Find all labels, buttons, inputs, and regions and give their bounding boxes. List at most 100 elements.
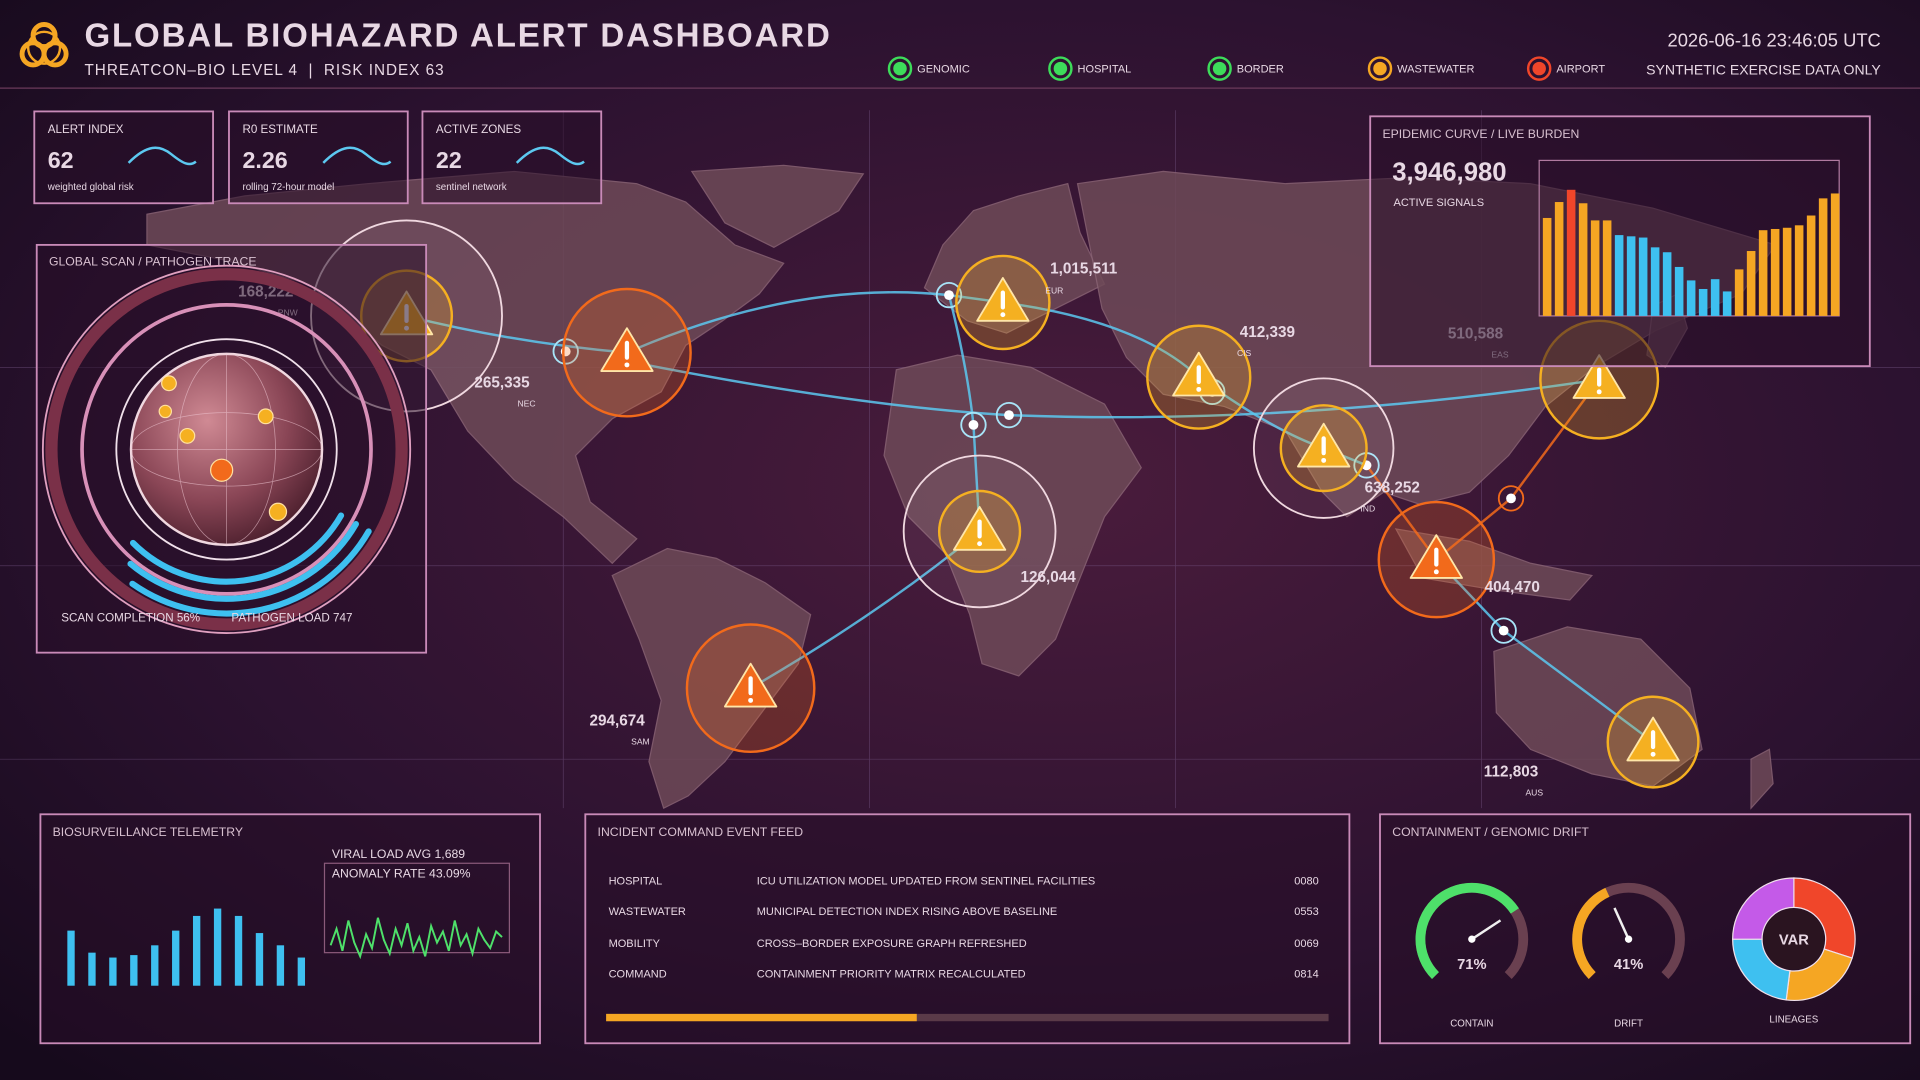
hotspot-value: 404,470 <box>1485 579 1540 596</box>
containment-widgets: 71% CONTAIN 41% DRIFT VAR LINEAGES <box>1415 877 1856 1029</box>
hotspot-code: AUS <box>1525 788 1543 798</box>
node-dot <box>1004 410 1014 420</box>
legend-ring <box>1048 56 1073 81</box>
scan-rings <box>41 264 412 634</box>
curve-bar <box>1806 215 1816 316</box>
curve-bar <box>1566 189 1576 316</box>
curve-bar <box>1746 251 1756 316</box>
panel-title: BIOSURVEILLANCE TELEMETRY <box>53 825 243 839</box>
curve-bar <box>1722 291 1732 316</box>
panel-title: INCIDENT COMMAND EVENT FEED <box>598 825 804 839</box>
legend-label: AIRPORT <box>1556 64 1605 76</box>
epidemic-bars <box>1542 189 1840 316</box>
route <box>626 360 1600 419</box>
node-dot <box>944 290 954 300</box>
curve-bar <box>1626 236 1636 316</box>
hotspot: 294,674 SAM <box>589 623 816 754</box>
spark-frame <box>323 862 510 954</box>
curve-bar <box>1638 237 1648 316</box>
hotspot-code: NEC <box>517 398 535 408</box>
legend-dot <box>893 61 907 76</box>
feed-source: COMMAND <box>609 969 667 981</box>
hotspot: 412,339 CIS <box>1146 324 1295 430</box>
node-ring <box>935 281 963 309</box>
event-feed: HOSPITAL ICU UTILIZATION MODEL UPDATED FR… <box>606 876 1329 1022</box>
feed-row: WASTEWATER MUNICIPAL DETECTION INDEX RISI… <box>609 906 1319 918</box>
route-nodes <box>552 281 1525 644</box>
feed-message: MUNICIPAL DETECTION INDEX RISING ABOVE B… <box>757 906 1058 918</box>
gauge-value: 41% <box>1614 957 1643 973</box>
kpi-caption: rolling 72-hour model <box>242 182 334 193</box>
feed-code: 0814 <box>1294 969 1319 981</box>
ring <box>41 264 412 634</box>
legend-label: BORDER <box>1237 64 1284 76</box>
feed-message: CONTAINMENT PRIORITY MATRIX RECALCULATED <box>757 969 1026 981</box>
telemetry-bar <box>234 915 243 986</box>
kpi-value: 2.26 <box>242 147 287 173</box>
curve-bar <box>1554 202 1564 316</box>
globe-dots <box>158 375 288 522</box>
donut-name: LINEAGES <box>1769 1015 1818 1026</box>
panel-title: EPIDEMIC CURVE / LIVE BURDEN <box>1382 127 1579 141</box>
legend-label: GENOMIC <box>917 64 970 76</box>
hotspot-value: 126,044 <box>1021 569 1077 586</box>
timestamp: 2026-06-16 23:46:05 UTC <box>1668 29 1881 50</box>
node-ring <box>1490 617 1517 644</box>
warning-dot <box>1433 569 1439 575</box>
legend-item: HOSPITAL <box>1048 56 1132 81</box>
telemetry-bar <box>255 933 264 986</box>
feed-code: 0553 <box>1294 906 1319 918</box>
legend-dot <box>1212 61 1227 76</box>
kpi-cards: ALERT INDEX 62 weighted global risk R0 ESTI… <box>33 110 603 205</box>
feed-row: COMMAND CONTAINMENT PRIORITY MATRIX RECAL… <box>609 969 1319 981</box>
subtitle: THREATCON–BIO LEVEL 4 | RISK INDEX 63 <box>84 62 444 79</box>
hotspot-value: 265,335 <box>474 374 530 391</box>
globe-dot <box>257 408 274 425</box>
legend-item: AIRPORT <box>1526 56 1605 81</box>
warning-dot <box>624 362 630 368</box>
curve-bar <box>1674 266 1684 316</box>
curve-bar <box>1758 230 1768 316</box>
hotspot: 265,335 NEC <box>474 287 692 418</box>
gauge-arc <box>1572 887 1610 980</box>
kpi-wave <box>322 146 392 166</box>
scan-completion: SCAN COMPLETION 56% <box>61 611 200 624</box>
hotspot-code: EUR <box>1045 286 1063 296</box>
curve-bar <box>1818 198 1828 316</box>
title: GLOBAL BIOHAZARD ALERT DASHBOARD <box>84 18 831 55</box>
telemetry-bar <box>151 945 159 986</box>
scan-arc <box>129 528 372 617</box>
gauge: 71% CONTAIN <box>1415 882 1529 1029</box>
globe-dot <box>158 404 173 419</box>
legend-label: WASTEWATER <box>1397 64 1474 76</box>
hotspot: 112,803 AUS <box>1484 695 1700 798</box>
telemetry-bar <box>130 955 138 986</box>
kpi-label: ALERT INDEX <box>48 123 124 136</box>
hotspot-code: IND <box>1360 504 1375 514</box>
legend-ring <box>1526 56 1552 81</box>
legend-item: WASTEWATER <box>1367 56 1474 81</box>
kpi-caption: sentinel network <box>436 182 507 193</box>
legend-item: BORDER <box>1207 56 1284 81</box>
hotspot-value: 412,339 <box>1240 324 1295 341</box>
telemetry-bar <box>276 945 285 986</box>
feed-source: MOBILITY <box>609 938 661 950</box>
route <box>406 314 628 354</box>
gauge-hub <box>1468 935 1476 943</box>
gauge-value: 71% <box>1457 957 1486 973</box>
telemetry-bar <box>67 930 75 986</box>
donut-segment <box>1793 877 1856 959</box>
ring <box>80 303 373 596</box>
hotspot: 404,470 <box>1377 500 1540 619</box>
south-america <box>611 547 812 810</box>
scan-arcs <box>127 512 372 617</box>
node-ring <box>1497 485 1525 512</box>
node-dot <box>968 420 979 430</box>
africa <box>883 354 1142 677</box>
progress-fill <box>606 1013 917 1022</box>
warning-dot <box>1650 751 1656 757</box>
legend-label: HOSPITAL <box>1078 64 1132 76</box>
curve-bar <box>1770 228 1780 316</box>
